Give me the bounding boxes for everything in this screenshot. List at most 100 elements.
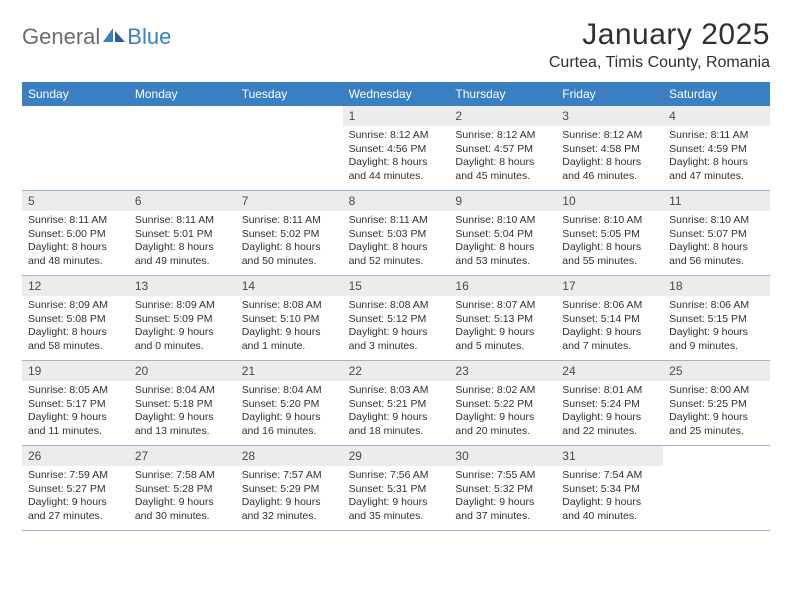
sunrise-line: Sunrise: 7:56 AM [349,469,444,483]
weekday-header-row: Sunday Monday Tuesday Wednesday Thursday… [22,82,770,106]
day-detail: Sunrise: 8:10 AMSunset: 5:04 PMDaylight:… [449,211,556,273]
day-detail: Sunrise: 8:01 AMSunset: 5:24 PMDaylight:… [556,381,663,443]
sunrise-line: Sunrise: 8:11 AM [349,214,444,228]
day-number: 6 [129,191,236,211]
daylight-line: Daylight: 8 hours and 46 minutes. [562,156,657,183]
day-detail: Sunrise: 7:54 AMSunset: 5:34 PMDaylight:… [556,466,663,528]
sunrise-line: Sunrise: 8:04 AM [242,384,337,398]
sunset-line: Sunset: 5:00 PM [28,228,123,242]
day-cell: 12Sunrise: 8:09 AMSunset: 5:08 PMDayligh… [22,276,129,360]
sunset-line: Sunset: 5:08 PM [28,313,123,327]
weekday-header: Thursday [449,82,556,106]
day-detail: Sunrise: 8:12 AMSunset: 4:56 PMDaylight:… [343,126,450,188]
day-detail: Sunrise: 8:11 AMSunset: 5:00 PMDaylight:… [22,211,129,273]
day-number: 17 [556,276,663,296]
sunset-line: Sunset: 4:59 PM [669,143,764,157]
brand-text-blue: Blue [127,24,171,50]
day-number: 11 [663,191,770,211]
sunset-line: Sunset: 5:03 PM [349,228,444,242]
daylight-line: Daylight: 9 hours and 37 minutes. [455,496,550,523]
sunset-line: Sunset: 5:27 PM [28,483,123,497]
day-number: 18 [663,276,770,296]
day-detail: Sunrise: 7:55 AMSunset: 5:32 PMDaylight:… [449,466,556,528]
sunset-line: Sunset: 5:07 PM [669,228,764,242]
day-number: 24 [556,361,663,381]
day-cell: .. [663,446,770,530]
brand-sail-icon [103,26,125,42]
day-detail: Sunrise: 8:10 AMSunset: 5:07 PMDaylight:… [663,211,770,273]
day-detail: Sunrise: 8:06 AMSunset: 5:15 PMDaylight:… [663,296,770,358]
sunrise-line: Sunrise: 8:10 AM [669,214,764,228]
day-number: 8 [343,191,450,211]
day-number: 2 [449,106,556,126]
day-number: 3 [556,106,663,126]
day-detail: Sunrise: 8:10 AMSunset: 5:05 PMDaylight:… [556,211,663,273]
day-detail: Sunrise: 8:11 AMSunset: 5:01 PMDaylight:… [129,211,236,273]
daylight-line: Daylight: 8 hours and 53 minutes. [455,241,550,268]
day-cell: 10Sunrise: 8:10 AMSunset: 5:05 PMDayligh… [556,191,663,275]
day-cell: 1Sunrise: 8:12 AMSunset: 4:56 PMDaylight… [343,106,450,190]
day-detail: Sunrise: 8:03 AMSunset: 5:21 PMDaylight:… [343,381,450,443]
day-detail: Sunrise: 8:05 AMSunset: 5:17 PMDaylight:… [22,381,129,443]
day-cell: 6Sunrise: 8:11 AMSunset: 5:01 PMDaylight… [129,191,236,275]
daylight-line: Daylight: 8 hours and 49 minutes. [135,241,230,268]
sunrise-line: Sunrise: 8:05 AM [28,384,123,398]
day-number: 28 [236,446,343,466]
day-number: 1 [343,106,450,126]
sunset-line: Sunset: 5:10 PM [242,313,337,327]
week-row: 5Sunrise: 8:11 AMSunset: 5:00 PMDaylight… [22,191,770,276]
daylight-line: Daylight: 8 hours and 50 minutes. [242,241,337,268]
day-number: 15 [343,276,450,296]
daylight-line: Daylight: 9 hours and 16 minutes. [242,411,337,438]
day-number: 19 [22,361,129,381]
sunset-line: Sunset: 5:25 PM [669,398,764,412]
daylight-line: Daylight: 9 hours and 13 minutes. [135,411,230,438]
day-cell: 20Sunrise: 8:04 AMSunset: 5:18 PMDayligh… [129,361,236,445]
daylight-line: Daylight: 9 hours and 7 minutes. [562,326,657,353]
sunrise-line: Sunrise: 8:12 AM [562,129,657,143]
sunrise-line: Sunrise: 8:11 AM [28,214,123,228]
weekday-header: Wednesday [343,82,450,106]
week-row: 19Sunrise: 8:05 AMSunset: 5:17 PMDayligh… [22,361,770,446]
sunset-line: Sunset: 5:04 PM [455,228,550,242]
daylight-line: Daylight: 9 hours and 35 minutes. [349,496,444,523]
sunrise-line: Sunrise: 8:11 AM [135,214,230,228]
sunrise-line: Sunrise: 8:04 AM [135,384,230,398]
day-cell: .. [129,106,236,190]
day-cell: 3Sunrise: 8:12 AMSunset: 4:58 PMDaylight… [556,106,663,190]
daylight-line: Daylight: 8 hours and 52 minutes. [349,241,444,268]
weekday-header: Tuesday [236,82,343,106]
day-number: 25 [663,361,770,381]
sunrise-line: Sunrise: 8:02 AM [455,384,550,398]
daylight-line: Daylight: 9 hours and 20 minutes. [455,411,550,438]
daylight-line: Daylight: 9 hours and 22 minutes. [562,411,657,438]
day-cell: 29Sunrise: 7:56 AMSunset: 5:31 PMDayligh… [343,446,450,530]
day-cell: 4Sunrise: 8:11 AMSunset: 4:59 PMDaylight… [663,106,770,190]
sunrise-line: Sunrise: 8:11 AM [242,214,337,228]
sunset-line: Sunset: 5:01 PM [135,228,230,242]
day-detail: Sunrise: 7:59 AMSunset: 5:27 PMDaylight:… [22,466,129,528]
sunset-line: Sunset: 5:34 PM [562,483,657,497]
sunrise-line: Sunrise: 7:58 AM [135,469,230,483]
day-detail: Sunrise: 8:12 AMSunset: 4:57 PMDaylight:… [449,126,556,188]
day-cell: 7Sunrise: 8:11 AMSunset: 5:02 PMDaylight… [236,191,343,275]
daylight-line: Daylight: 8 hours and 58 minutes. [28,326,123,353]
day-cell: 31Sunrise: 7:54 AMSunset: 5:34 PMDayligh… [556,446,663,530]
day-number: 4 [663,106,770,126]
day-number: 27 [129,446,236,466]
day-cell: 28Sunrise: 7:57 AMSunset: 5:29 PMDayligh… [236,446,343,530]
day-cell: 13Sunrise: 8:09 AMSunset: 5:09 PMDayligh… [129,276,236,360]
day-cell: 23Sunrise: 8:02 AMSunset: 5:22 PMDayligh… [449,361,556,445]
day-cell: 2Sunrise: 8:12 AMSunset: 4:57 PMDaylight… [449,106,556,190]
daylight-line: Daylight: 9 hours and 25 minutes. [669,411,764,438]
day-detail: Sunrise: 8:09 AMSunset: 5:08 PMDaylight:… [22,296,129,358]
calendar-page: General Blue January 2025 Curtea, Timis … [0,0,792,549]
sunset-line: Sunset: 5:12 PM [349,313,444,327]
brand-text-general: General [22,24,100,50]
week-row: ......1Sunrise: 8:12 AMSunset: 4:56 PMDa… [22,106,770,191]
sunrise-line: Sunrise: 8:01 AM [562,384,657,398]
day-cell: 5Sunrise: 8:11 AMSunset: 5:00 PMDaylight… [22,191,129,275]
sunset-line: Sunset: 5:09 PM [135,313,230,327]
day-cell: 26Sunrise: 7:59 AMSunset: 5:27 PMDayligh… [22,446,129,530]
weekday-header: Saturday [663,82,770,106]
